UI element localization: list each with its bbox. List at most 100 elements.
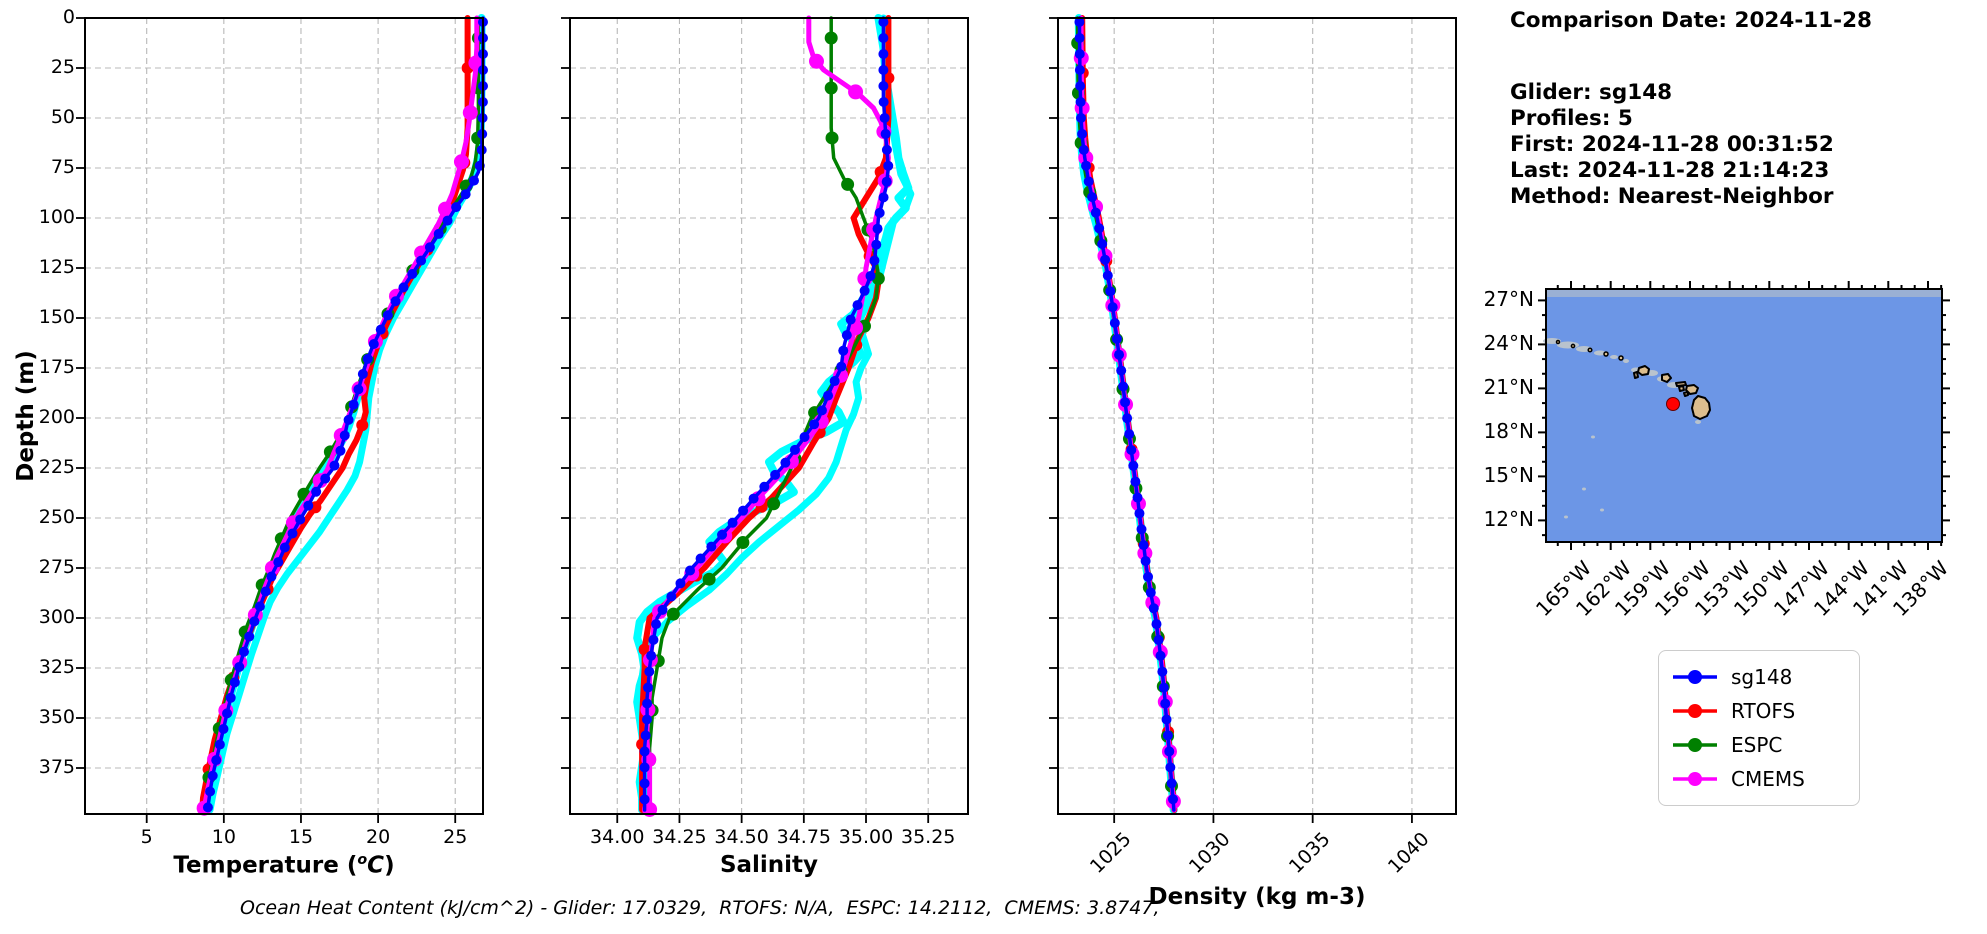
series-marker-sg148 [1124, 429, 1135, 440]
series-marker-sg148 [279, 542, 290, 553]
series-marker-sg148 [348, 399, 359, 410]
series-marker-sg148 [1107, 302, 1118, 313]
legend-label: sg148 [1731, 665, 1793, 689]
series-marker-ESPC [824, 31, 838, 45]
depth-tick-label: 100 [38, 206, 75, 228]
series-marker-sg148 [641, 714, 652, 725]
temperature-plot: 5 10 15 20 25 0 25 50 75 100 125 150 175 200 225 250 275… [39, 6, 488, 848]
x-tick-label: 5 [140, 826, 153, 848]
series-marker-ESPC [736, 535, 750, 549]
series-marker-sg148 [1130, 476, 1141, 487]
series-marker-sg148 [218, 723, 229, 734]
first-time-text: First: 2024-11-28 00:31:52 [1510, 132, 1834, 157]
ohc-caption: Ocean Heat Content (kJ/cm^2) - Glider: 1… [240, 897, 1160, 919]
series-marker-sg148 [1083, 176, 1094, 187]
series-marker-sg148 [651, 619, 662, 630]
series-marker-CMEMS [808, 53, 824, 69]
series-marker-sg148 [211, 755, 222, 766]
series-marker-sg148 [476, 144, 487, 155]
series-marker-sg148 [642, 682, 653, 693]
series-marker-sg148 [878, 192, 889, 203]
series-line-glider-raw-a [633, 14, 913, 814]
legend-label: RTOFS [1731, 699, 1796, 723]
series-marker-sg148 [311, 486, 322, 497]
series-marker-sg148 [1145, 587, 1156, 598]
series-marker-sg148 [881, 144, 892, 155]
depth-tick-label: 275 [38, 556, 75, 578]
series-marker-sg148 [878, 49, 889, 59]
map-island-lanai [1678, 385, 1685, 392]
plot-border [84, 17, 484, 815]
series-marker-sg148 [727, 517, 738, 528]
plot-svg-2 [1049, 14, 1457, 823]
series-marker-sg148 [382, 310, 393, 321]
series-marker-sg148 [1090, 207, 1101, 218]
series-marker-sg148 [1132, 492, 1143, 503]
map-island-hawaii [1691, 395, 1711, 420]
series-marker-sg148 [1114, 349, 1125, 360]
series-marker-sg148 [759, 481, 770, 492]
series-marker-sg148 [222, 708, 233, 719]
map-islet [1587, 347, 1593, 353]
map-island-oahu [1661, 373, 1672, 383]
series-marker-sg148 [816, 405, 827, 416]
map-island-niihau [1633, 371, 1639, 379]
series-marker-sg148 [871, 239, 882, 250]
map-shoal [1582, 487, 1586, 491]
series-marker-sg148 [362, 353, 373, 364]
series-marker-sg148 [1074, 64, 1085, 75]
depth-tick-label: 350 [38, 706, 75, 728]
series-line-RTOFS [639, 15, 892, 813]
series-line-glider-raw-a [203, 14, 486, 814]
series-marker-sg148 [1157, 666, 1168, 677]
series-marker-sg148 [375, 324, 386, 335]
x-tick-label: 34.50 [714, 826, 769, 848]
map-islet [1618, 355, 1624, 361]
series-marker-sg148 [398, 282, 409, 293]
series-marker-sg148 [1128, 460, 1139, 471]
series-marker-sg148 [639, 746, 650, 757]
series-marker-sg148 [706, 541, 717, 552]
series-line-sg148 [205, 16, 485, 812]
series-marker-sg148 [273, 557, 284, 568]
map-island-kauai [1637, 365, 1650, 376]
series-marker-sg148 [442, 215, 453, 226]
series-marker-sg148 [859, 285, 870, 296]
legend-item-CMEMS: CMEMS [1671, 762, 1849, 796]
legend-marker-CMEMS [1673, 772, 1717, 786]
series-marker-sg148 [880, 128, 891, 139]
series-marker-sg148 [1118, 381, 1129, 392]
series-marker-sg148 [883, 160, 894, 171]
series-marker-sg148 [841, 330, 852, 341]
x-tick-label: 25 [443, 826, 468, 848]
depth-tick-label: 50 [50, 106, 75, 128]
series-marker-sg148 [1153, 634, 1164, 645]
plot-border [569, 17, 969, 815]
series-marker-ESPC [841, 177, 855, 191]
series-marker-sg148 [845, 314, 856, 325]
series-marker-sg148 [1148, 603, 1159, 614]
series-marker-sg148 [836, 361, 847, 372]
series-marker-sg148 [1158, 682, 1169, 693]
legend-label: ESPC [1731, 733, 1783, 757]
profiles-count-text: Profiles: 5 [1510, 106, 1633, 131]
map-shoal [1695, 420, 1701, 424]
series-marker-sg148 [1166, 778, 1177, 789]
series-marker-sg148 [1081, 160, 1092, 171]
series-marker-sg148 [1134, 508, 1145, 519]
series-marker-CMEMS [848, 84, 864, 100]
map-lat-label: 12°N [1483, 507, 1534, 532]
series-marker-sg148 [881, 176, 892, 187]
series-marker-sg148 [468, 175, 479, 186]
series-marker-sg148 [640, 730, 651, 741]
series-marker-sg148 [639, 762, 650, 773]
map-shoal [1600, 508, 1604, 512]
plot-svg-1 [561, 14, 969, 823]
series-marker-sg148 [214, 739, 225, 750]
legend: sg148 RTOFS ESPC CMEMS [1658, 650, 1860, 806]
series-marker-sg148 [433, 228, 444, 239]
series-marker-sg148 [879, 112, 890, 123]
map-island-maui [1685, 384, 1699, 395]
series-marker-sg148 [738, 505, 749, 516]
series-marker-sg148 [878, 17, 889, 27]
